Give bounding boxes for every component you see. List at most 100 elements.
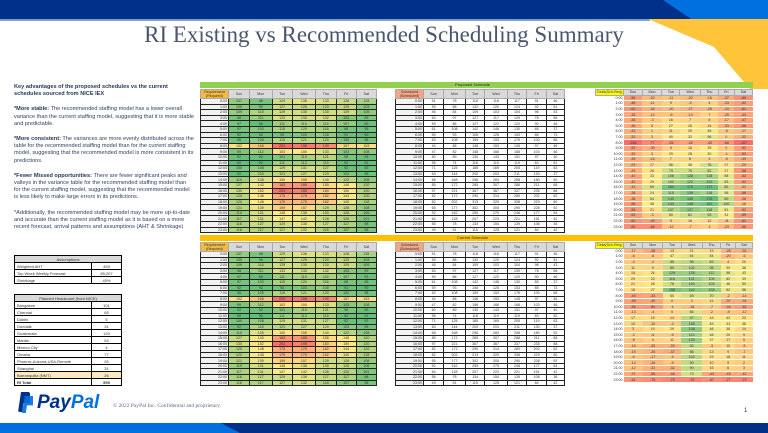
table-row: 17:00 -15 -33 -33 92 -3 10 -5 [595, 343, 753, 350]
value-cell: 118 [249, 262, 273, 269]
day-header: Tue [662, 242, 682, 249]
value-cell: 127 [271, 226, 293, 234]
value-cell: 82 [443, 301, 466, 308]
table-row: 11:00 55 74 118 119 119 83 52 [395, 312, 566, 320]
value-cell: 15 [702, 365, 721, 372]
value-cell: 28 [642, 281, 663, 288]
value-cell: 142 [681, 287, 703, 294]
value-cell: 88 [443, 295, 466, 303]
table-row: 0:00 -56 -20 -11 -20 -16 -37 -69 [595, 95, 753, 102]
value-cell: 13 [662, 248, 682, 255]
value-cell: 111 [271, 120, 293, 127]
value-cell: 42 [545, 368, 566, 376]
value-cell: 92 [249, 284, 273, 292]
value-cell: 20 [720, 332, 736, 339]
value-cell: -63 [623, 106, 643, 113]
table-row: 4:00 59 86 127 122 120 90 46 [395, 120, 566, 127]
time-cell: 17:00 [595, 343, 624, 350]
value-cell: -11 [718, 218, 735, 225]
value-cell: 98 [355, 290, 378, 297]
point-label: *More stable: [14, 106, 50, 113]
value-cell: 116 [484, 98, 508, 105]
value-cell: 14 [735, 326, 753, 333]
value-cell: -38 [623, 190, 643, 197]
value-cell: 16 [661, 117, 680, 124]
value-cell: 78 [526, 267, 547, 275]
value-cell: 177 [700, 184, 719, 191]
time-cell: 22:00 [595, 371, 624, 378]
value-cell: 153 [484, 290, 508, 297]
table-row: 17:00 -38 24 115 139 118 58 -58 [595, 190, 753, 197]
value-cell: 27 [642, 287, 663, 294]
current-band-label: Current Schedule [380, 235, 565, 241]
value-cell: 97 [443, 267, 466, 275]
time-cell: 6:00 [595, 128, 624, 135]
day-header: Sun [422, 242, 445, 252]
point-text: There are fewer significant peaks and va… [14, 172, 190, 201]
value-cell: 60 [422, 306, 445, 314]
table-row: 20:00 52 152 255 275 248 177 54 [395, 362, 566, 370]
value-cell: 166 [484, 301, 508, 308]
value-cell: -17 [718, 117, 735, 124]
time-cell: 23:00 [395, 226, 424, 234]
value-cell: -32 [662, 365, 682, 372]
table-row: 15:00 -3 -6 -5 113 48 20 9 [595, 332, 753, 339]
value-cell: 143 [249, 334, 273, 342]
table-row: 15:00 85 172 285 307 288 211 68 [395, 334, 566, 342]
value-cell: 78 [443, 251, 466, 258]
day-header: Thu [699, 89, 719, 96]
value-cell: 165 [249, 295, 273, 303]
value-cell: 83 [526, 312, 547, 320]
value-cell: -79 [662, 376, 682, 383]
table-row: 21:00 117 131 147 142 128 120 101 [200, 215, 378, 223]
value-cell: -3 [642, 212, 662, 219]
value-cell: 133 [271, 267, 293, 275]
value-cell: -42 [623, 173, 643, 180]
value-cell: 150 [291, 301, 316, 308]
table-row: Guatemala 120 [14, 329, 122, 337]
value-cell: 152 [249, 340, 273, 348]
value-cell: -14 [623, 359, 643, 367]
value-cell: -9 [662, 359, 682, 367]
table-row: 13:00 63 144 200 203 211 130 37 [395, 170, 566, 178]
value-cell: 115 [464, 379, 486, 387]
value-cell: -107 [734, 139, 753, 146]
point-label: *More consistent: [14, 136, 61, 143]
value-cell: 61 [422, 279, 445, 286]
value-cell: 120 [355, 340, 378, 348]
table-row: 5:00 97 103 115 120 116 98 95 [200, 279, 378, 286]
table-row: 11:00 90 90 111 113 115 92 91 [200, 312, 378, 320]
value-cell: 93 [355, 273, 378, 280]
table-row: 1:00 105 99 127 125 120 125 103 [200, 103, 378, 111]
value-cell: 120 [291, 279, 316, 286]
value-cell: 35 [700, 145, 719, 152]
value-cell: 127 [271, 103, 293, 111]
day-header: Tue [464, 242, 486, 252]
value-cell: 38 [735, 320, 753, 327]
time-cell: 7:00 [595, 134, 624, 141]
time-cell: 5:00 [595, 123, 624, 130]
time-cell: 13:00 [595, 167, 624, 174]
value-cell: 138 [291, 374, 316, 381]
value-cell: 107 [661, 206, 680, 214]
table-row: 19:00 65 177 302 305 290 228 92 [395, 357, 566, 364]
value-cell: 172 [679, 184, 701, 191]
table-row: 17:00 120 148 175 175 162 144 120 [200, 346, 378, 353]
value-cell: 131 [681, 276, 703, 283]
current-requirement-table: Requirement (Required) Sun Mon Tue Wed Thu Fri… [200, 242, 378, 387]
table-corner-label: Requirement (Required) [200, 242, 229, 252]
table-row: 1:00 -46 -11 5 -5 4 -33 -52 [595, 100, 753, 107]
value-cell: -37 [718, 95, 735, 102]
value-cell: 101 [271, 306, 293, 314]
time-cell: 3:00 [595, 264, 624, 271]
value-cell: 115 [464, 226, 486, 234]
value-cell: -60 [718, 139, 735, 146]
value-cell: 11 [702, 298, 721, 305]
value-cell: 98 [249, 251, 273, 258]
day-header: Sun [227, 89, 251, 99]
table-row: Mexico City 4 [14, 343, 122, 351]
value-cell: -44 [720, 304, 736, 311]
table-corner-label: Scheduled (Scheduled) [395, 242, 424, 252]
row-value: 65 [91, 308, 122, 316]
value-cell: 27 [661, 123, 680, 130]
